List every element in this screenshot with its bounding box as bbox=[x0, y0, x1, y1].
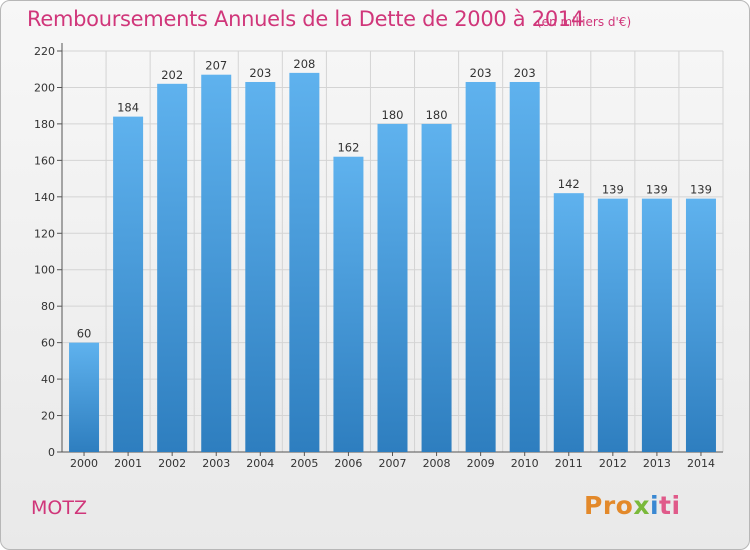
value-label-2005: 208 bbox=[293, 57, 315, 71]
bar-2013[interactable] bbox=[641, 198, 672, 452]
bar-2012[interactable] bbox=[597, 198, 628, 452]
bar-2000[interactable] bbox=[69, 342, 100, 452]
bar-2004[interactable] bbox=[245, 81, 276, 453]
y-tick-label: 20 bbox=[41, 410, 55, 423]
logo-part-4: ti bbox=[659, 491, 681, 520]
y-tick-label: 0 bbox=[48, 446, 55, 459]
y-tick-label: 140 bbox=[34, 191, 55, 204]
proxiti-logo[interactable]: Proxiti bbox=[584, 491, 681, 520]
logo-part-2: x bbox=[633, 491, 650, 520]
bar-2006[interactable] bbox=[333, 156, 364, 452]
logo-part-3: i bbox=[649, 491, 660, 520]
x-tick-label-2010: 2010 bbox=[511, 457, 539, 470]
y-tick-label: 80 bbox=[41, 300, 55, 313]
y-tick-label: 220 bbox=[34, 45, 55, 58]
x-tick-label-2004: 2004 bbox=[246, 457, 274, 470]
bar-2005[interactable] bbox=[289, 72, 320, 452]
logo-part-1: Pro bbox=[584, 491, 634, 520]
bar-2011[interactable] bbox=[553, 193, 584, 452]
bars bbox=[69, 72, 716, 453]
y-tick-label: 60 bbox=[41, 337, 55, 350]
value-label-2012: 139 bbox=[602, 183, 624, 197]
value-label-2002: 202 bbox=[161, 68, 183, 82]
x-tick-label-2013: 2013 bbox=[643, 457, 671, 470]
x-tick-label-2011: 2011 bbox=[555, 457, 583, 470]
x-tick-label-2009: 2009 bbox=[467, 457, 495, 470]
y-tick-label: 160 bbox=[34, 154, 55, 167]
chart-title: Remboursements Annuels de la Dette de 20… bbox=[27, 7, 584, 31]
value-label-2007: 180 bbox=[382, 108, 404, 122]
x-tick-label-2002: 2002 bbox=[158, 457, 186, 470]
x-tick-label-2008: 2008 bbox=[423, 457, 451, 470]
y-tick-label: 100 bbox=[34, 264, 55, 277]
x-tick-label-2014: 2014 bbox=[687, 457, 715, 470]
bar-2009[interactable] bbox=[465, 81, 496, 453]
value-label-2003: 207 bbox=[205, 59, 227, 73]
bar-2002[interactable] bbox=[157, 83, 188, 453]
value-label-2006: 162 bbox=[337, 141, 359, 155]
x-tick-label-2003: 2003 bbox=[202, 457, 230, 470]
y-tick-label: 40 bbox=[41, 373, 55, 386]
value-label-2014: 139 bbox=[690, 183, 712, 197]
x-tick-label-2000: 2000 bbox=[70, 457, 98, 470]
value-label-2009: 203 bbox=[470, 66, 492, 80]
bar-2010[interactable] bbox=[509, 81, 540, 453]
value-label-2000: 60 bbox=[77, 327, 92, 341]
x-tick-label-2012: 2012 bbox=[599, 457, 627, 470]
bar-2003[interactable] bbox=[201, 74, 232, 452]
value-label-2008: 180 bbox=[426, 108, 448, 122]
value-label-2004: 203 bbox=[249, 66, 271, 80]
x-tick-label-2005: 2005 bbox=[290, 457, 318, 470]
value-label-2011: 142 bbox=[558, 177, 580, 191]
y-tick-label: 200 bbox=[34, 81, 55, 94]
labels: 0 20 40 60 80 100 120 140 160 180 200 220 60 2000 184 2… bbox=[34, 45, 715, 470]
unit-label: (en milliers d'€) bbox=[537, 15, 632, 29]
value-label-2001: 184 bbox=[117, 101, 139, 115]
y-tick-label: 180 bbox=[34, 118, 55, 131]
x-tick-label-2001: 2001 bbox=[114, 457, 142, 470]
x-tick-label-2007: 2007 bbox=[379, 457, 407, 470]
y-tick-label: 120 bbox=[34, 227, 55, 240]
x-tick-label-2006: 2006 bbox=[334, 457, 362, 470]
bar-2001[interactable] bbox=[113, 116, 144, 453]
value-label-2010: 203 bbox=[514, 66, 536, 80]
bar-2007[interactable] bbox=[377, 123, 408, 452]
value-label-2013: 139 bbox=[646, 183, 668, 197]
bar-2014[interactable] bbox=[685, 198, 716, 452]
commune-name: MOTZ bbox=[31, 497, 87, 519]
bar-2008[interactable] bbox=[421, 123, 452, 452]
